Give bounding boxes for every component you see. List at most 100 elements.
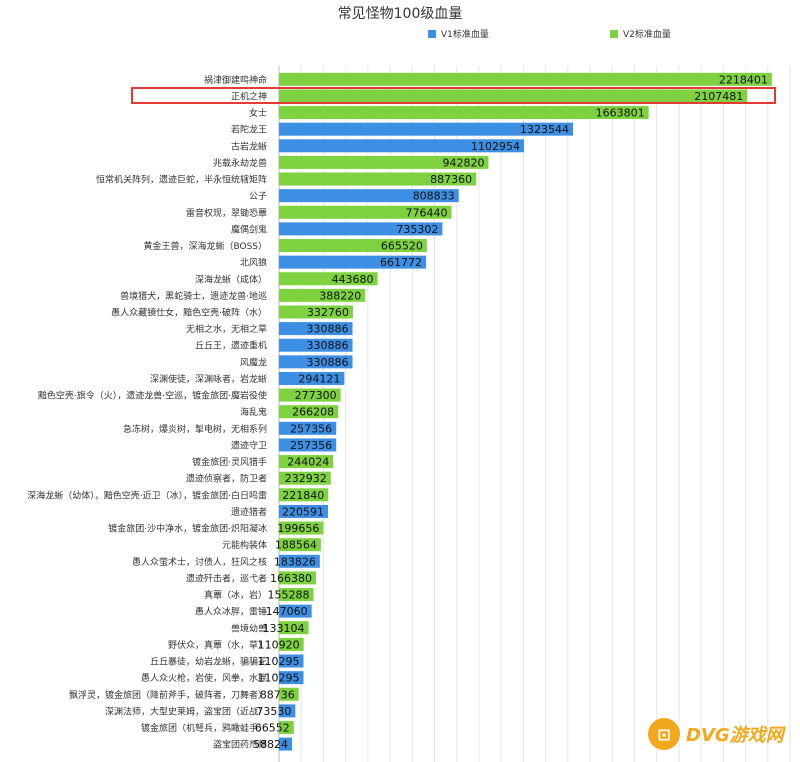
category-label: 若陀龙王: [231, 124, 267, 136]
category-label: 元能构装体: [222, 539, 267, 551]
data-label: 88736: [260, 688, 295, 701]
category-label: 北风狼: [240, 257, 267, 269]
bar: [279, 654, 304, 668]
category-label: 愚人众火枪，岩使，风拳，水胖: [141, 672, 267, 684]
bar: [279, 405, 339, 419]
data-label: 330886: [307, 323, 349, 336]
data-label: 1323544: [520, 123, 569, 136]
category-label: 丘丘暴徒，幼岩龙蜥，骗骗花: [150, 656, 267, 668]
category-label: 野伏众，真蕈（水，草）: [168, 639, 267, 651]
bar: [279, 122, 574, 136]
data-label: 942820: [442, 156, 484, 169]
bar: [279, 371, 345, 385]
bar: [279, 571, 316, 585]
highlight-box: [131, 87, 776, 104]
bar: [279, 305, 353, 319]
category-label: 风魔龙: [240, 356, 267, 368]
data-label: 244024: [287, 456, 329, 469]
category-label: 兽境幼兽: [231, 622, 267, 634]
data-label: 2218401: [719, 73, 768, 86]
watermark-text: DVG游戏网: [686, 725, 784, 746]
bar: [279, 272, 378, 286]
data-label: 166380: [270, 572, 312, 585]
bar: [279, 604, 312, 618]
bar: [279, 72, 772, 86]
category-label: 镀金旅团（机弩兵，鸦瞰蛙手）: [141, 722, 267, 734]
bar: [279, 637, 304, 651]
category-label: 遗迹侦察者，防卫者: [186, 473, 267, 485]
category-label: 飘浮灵，镀金旅团（降前斧手，破阵者，刀舞者）: [69, 689, 267, 701]
data-label: 808833: [413, 190, 455, 203]
bar: [279, 671, 304, 685]
data-label: 1663801: [596, 107, 645, 120]
bar: [279, 521, 324, 535]
legend-label-v2: V2标准血量: [623, 30, 671, 40]
bar: [279, 438, 337, 452]
data-label: 443680: [332, 273, 374, 286]
category-label: 恒常机关阵列，遗迹巨蛇，半永恒统辖矩阵: [96, 174, 267, 186]
legend-item-v1: V1标准血量: [428, 27, 489, 40]
bar: [279, 338, 353, 352]
legend-swatch-v1: [428, 29, 436, 38]
data-label: 58824: [253, 738, 288, 751]
category-label: 愚人众冰胖，雷锤: [195, 606, 267, 618]
legend-label-v1: V1标准血量: [441, 30, 489, 40]
bar: [279, 504, 329, 518]
category-label: 愚人众萤术士，讨债人，狂风之核: [132, 556, 267, 568]
category-label: 深渊法师，大型史莱姆，盗宝团（近战）: [105, 705, 267, 717]
data-label: 776440: [406, 206, 448, 219]
category-label: 黄金王兽，深海龙蜥（BOSS）: [143, 240, 267, 252]
bar: [279, 288, 366, 302]
data-label: 66552: [255, 721, 290, 734]
category-label: 黯色空壳·旗令（火），遗迹龙兽·空巡，镀金旅团·魔岩役使: [38, 390, 267, 402]
data-label: 110920: [258, 638, 300, 651]
bar: [279, 621, 309, 635]
data-label: 232932: [285, 472, 327, 485]
bar: [279, 554, 320, 568]
bar: [279, 89, 748, 103]
data-label: 266208: [292, 406, 334, 419]
data-label: 133104: [263, 622, 305, 635]
data-label: 330886: [307, 356, 349, 369]
category-label: 镀金旅团·沙中净水，镀金旅团·炽阳凝冰: [108, 523, 267, 535]
bar: [279, 704, 296, 718]
category-label: 遗迹猎者: [231, 506, 267, 518]
category-label: 兆载永劫龙兽: [213, 157, 267, 169]
category-label: 正机之神: [231, 90, 267, 102]
category-label: 雷音权现，翠锄恐蕈: [186, 207, 267, 219]
category-label: 深海龙蜥（成体）: [195, 273, 267, 285]
bar: [279, 455, 334, 469]
data-label: 277300: [295, 389, 337, 402]
watermark: ⊡ DVG游戏网: [648, 718, 784, 750]
data-label: 661772: [380, 256, 422, 269]
category-label: 海乱鬼: [240, 406, 267, 418]
data-label: 388220: [319, 289, 361, 302]
category-label: 真蕈（冰，岩）: [204, 589, 267, 601]
bar: [279, 355, 353, 369]
category-label: 丘丘王，遗迹重机: [195, 340, 267, 352]
bar: [279, 488, 329, 502]
data-label: 2107481: [694, 90, 743, 103]
data-label: 188564: [275, 539, 317, 552]
bar: [279, 205, 452, 219]
data-label: 147060: [266, 605, 308, 618]
bar: [279, 189, 459, 203]
chart-title: 常见怪物100级血量: [337, 6, 463, 22]
data-label: 73530: [256, 705, 291, 718]
bar: [279, 687, 299, 701]
data-label: 330886: [307, 339, 349, 352]
category-label: 遗迹守卫: [231, 439, 267, 451]
data-label: 294121: [298, 372, 340, 385]
bar: [279, 139, 525, 153]
bar: [279, 239, 427, 253]
data-label: 887360: [430, 173, 472, 186]
bar: [279, 106, 649, 120]
category-label: 兽境猎犬，黑蛇骑士，遗迹龙兽·地巡: [120, 290, 267, 302]
bar: [279, 471, 331, 485]
category-label: 遗迹歼击者，巡弋者: [186, 572, 267, 584]
category-label: 深渊使徒，深渊咏者，岩龙蜥: [150, 373, 267, 385]
category-label: 盗宝团药剂师: [213, 739, 267, 751]
data-label: 110295: [258, 655, 300, 668]
bar: [279, 538, 321, 552]
